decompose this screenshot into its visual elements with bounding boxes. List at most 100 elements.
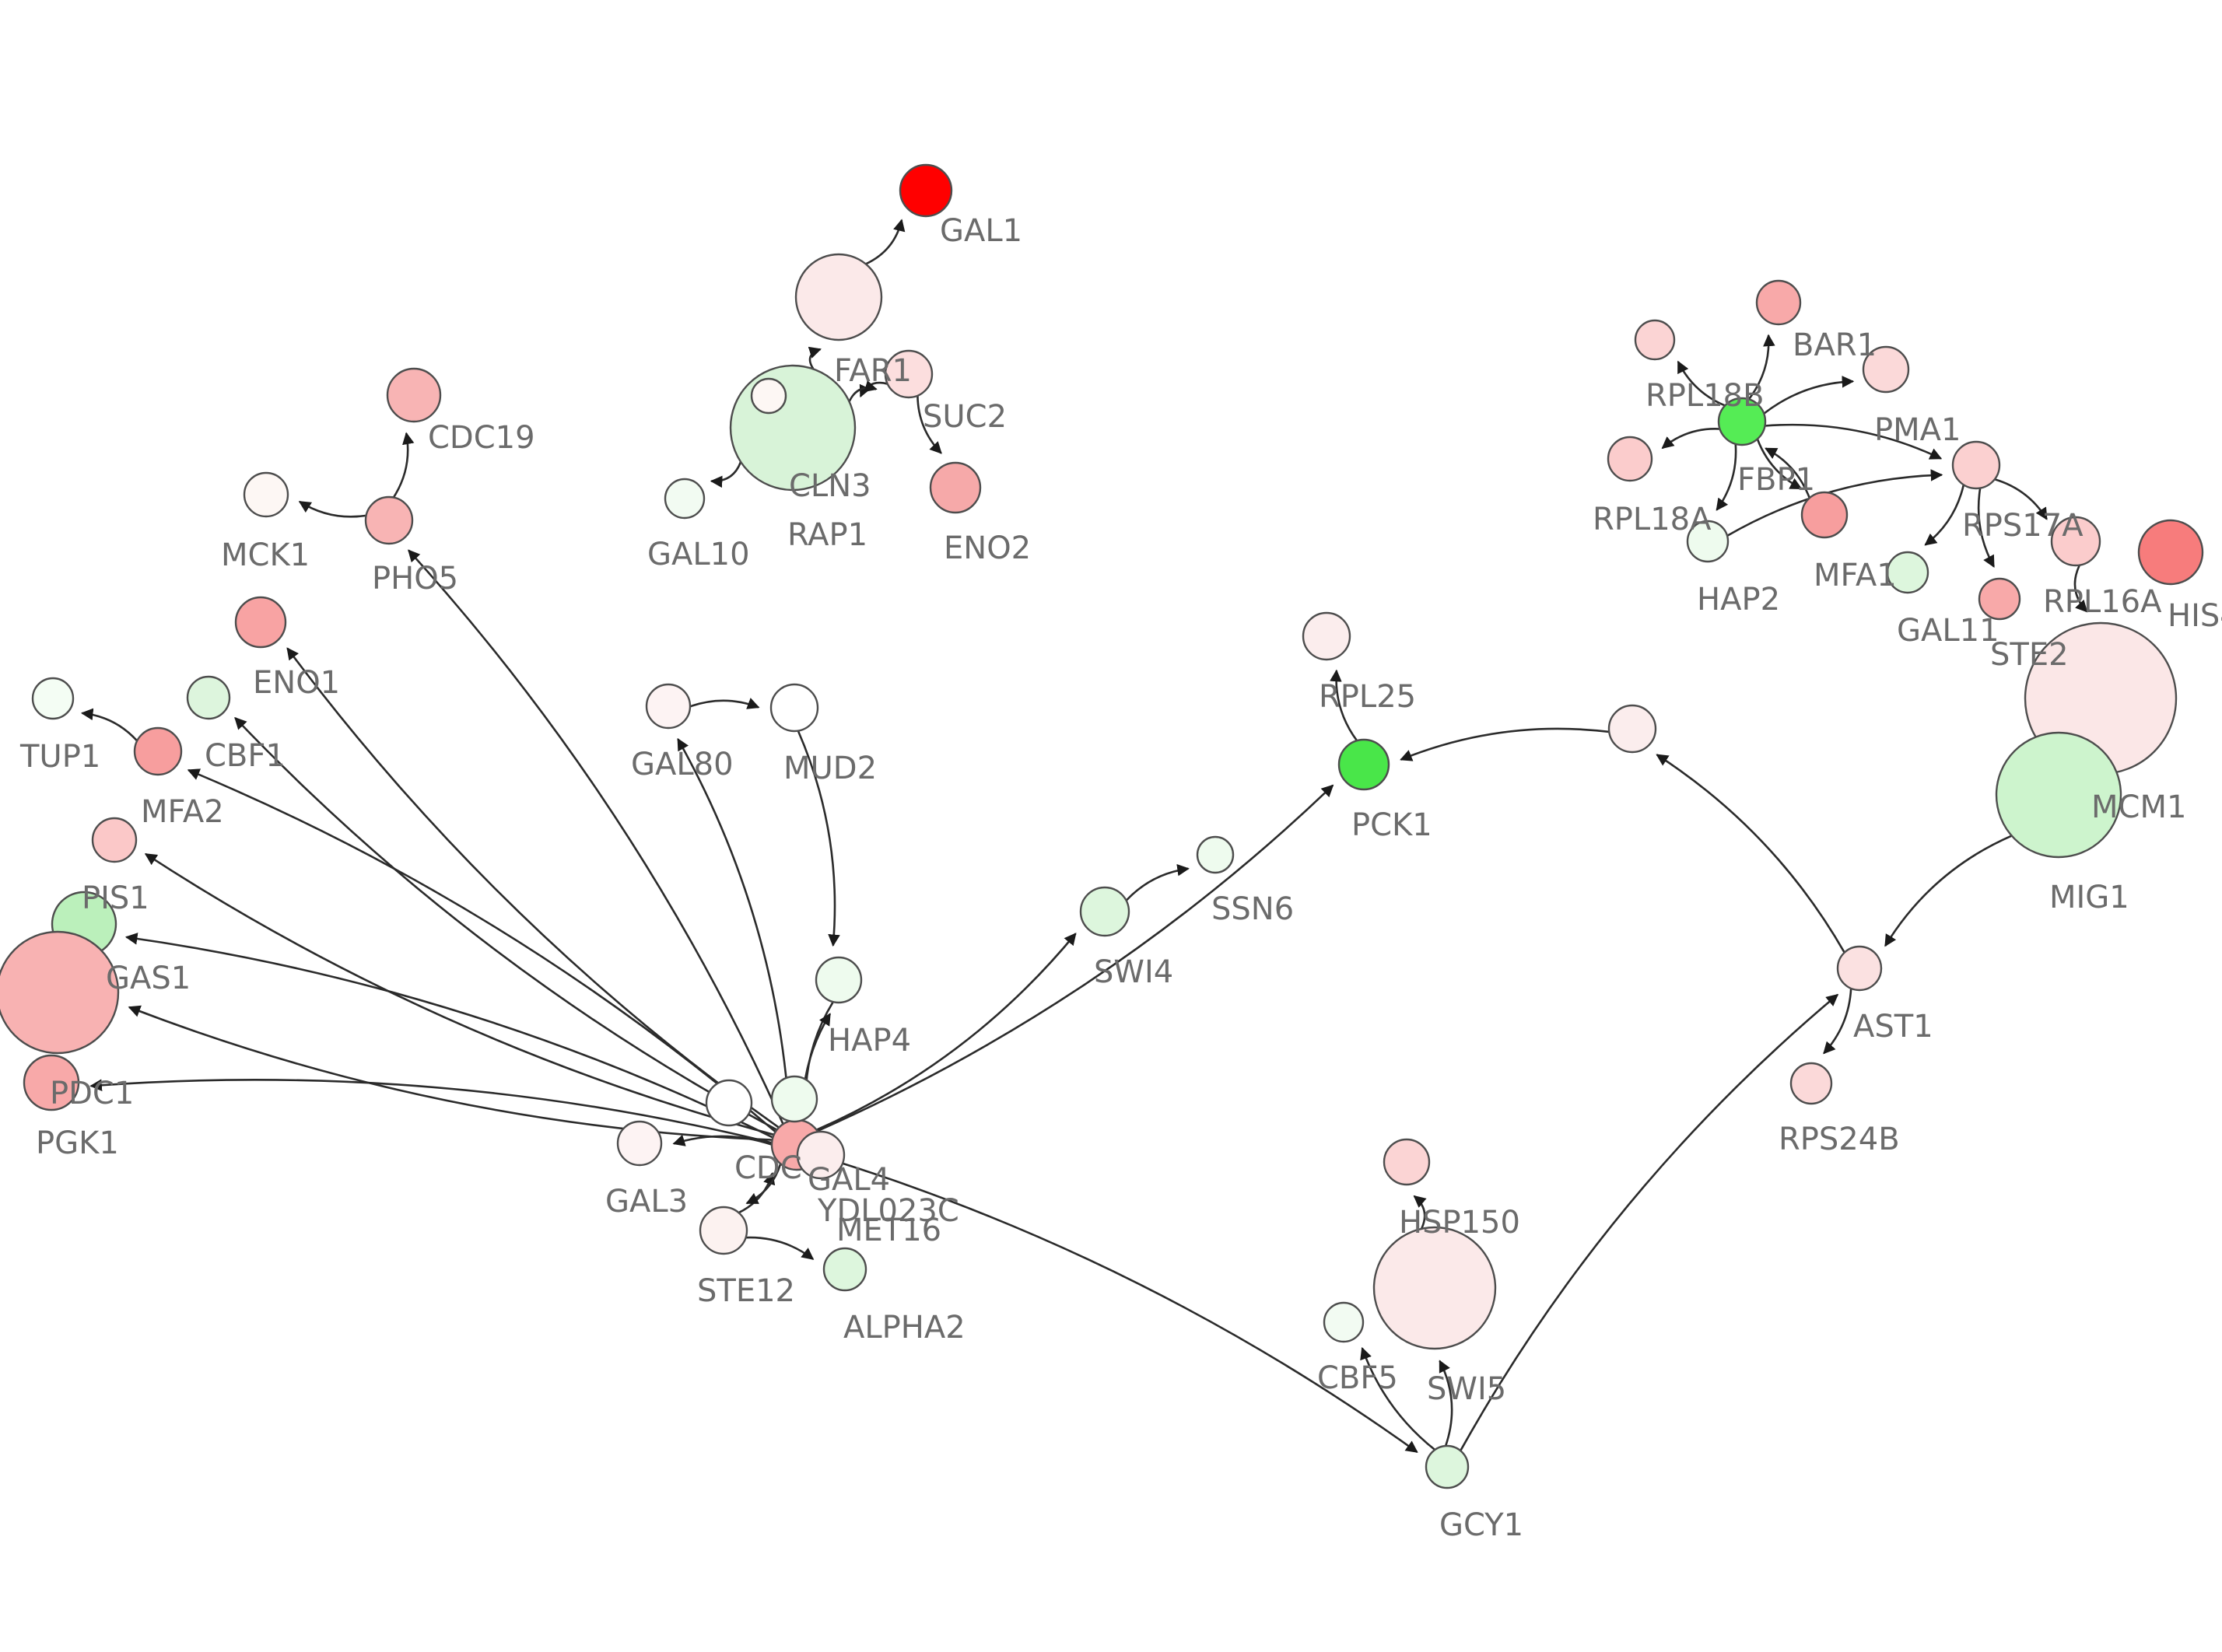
network-edge bbox=[916, 395, 942, 454]
network-node-ssn6[interactable] bbox=[1196, 835, 1235, 874]
network-node-rpl25[interactable] bbox=[1302, 611, 1351, 661]
network-node-ste12[interactable] bbox=[699, 1206, 748, 1255]
network-node-unlabeled[interactable] bbox=[1607, 704, 1657, 754]
network-node-rpl16a[interactable] bbox=[2050, 516, 2101, 567]
network-node-pis1[interactable] bbox=[91, 817, 138, 863]
network-edge bbox=[808, 346, 822, 370]
network-edge bbox=[1716, 443, 1737, 511]
network-edge bbox=[865, 219, 906, 265]
edge-layer bbox=[80, 219, 2088, 1453]
network-node-hap4[interactable] bbox=[815, 956, 863, 1004]
network-node-gal3[interactable] bbox=[616, 1120, 663, 1167]
network-node-pck1[interactable] bbox=[1337, 738, 1390, 791]
network-node-gal11[interactable] bbox=[1886, 551, 1929, 594]
network-node-cdc19[interactable] bbox=[386, 367, 442, 423]
network-node-gal10[interactable] bbox=[664, 478, 706, 520]
network-node-pdc1[interactable] bbox=[0, 930, 120, 1055]
network-node-mfa2[interactable] bbox=[133, 726, 183, 776]
network-edge bbox=[817, 784, 1334, 1132]
network-edge bbox=[745, 1163, 782, 1205]
network-node-gcy1[interactable] bbox=[1425, 1444, 1470, 1489]
network-node-swi5[interactable] bbox=[1372, 1226, 1497, 1350]
network-edge bbox=[1924, 485, 1965, 546]
network-edge bbox=[1994, 478, 2048, 520]
network-edge bbox=[1330, 669, 1358, 742]
network-edge bbox=[1726, 469, 1943, 537]
network-node-unlabeled[interactable] bbox=[770, 1075, 818, 1123]
network-edge bbox=[408, 549, 784, 1125]
network-node-fbp1[interactable] bbox=[1717, 397, 1767, 446]
network-edge bbox=[187, 768, 776, 1133]
network-edge bbox=[848, 380, 878, 402]
network-node-hap2[interactable] bbox=[1686, 520, 1730, 563]
network-node-gal80[interactable] bbox=[645, 683, 692, 730]
network-node-cbf5[interactable] bbox=[1323, 1301, 1365, 1343]
network-edge bbox=[1884, 835, 2013, 947]
network-node-tup1[interactable] bbox=[31, 677, 75, 720]
network-node-mfa1[interactable] bbox=[1800, 491, 1849, 539]
network-node-his4[interactable] bbox=[2137, 519, 2204, 586]
network-node-cbf1[interactable] bbox=[186, 675, 231, 720]
network-node-mck1[interactable] bbox=[243, 471, 289, 518]
network-edge bbox=[80, 708, 138, 742]
network-edge bbox=[234, 716, 778, 1131]
network-node-pgk1[interactable] bbox=[23, 1054, 80, 1111]
node-layer bbox=[0, 163, 2204, 1489]
network-edge bbox=[738, 1171, 776, 1214]
network-node-gal1[interactable] bbox=[899, 163, 953, 218]
network-node-swi4[interactable] bbox=[1079, 886, 1130, 937]
network-node-cln3[interactable] bbox=[729, 364, 857, 492]
network-node-ast1[interactable] bbox=[1836, 945, 1883, 992]
network-node-rps17a[interactable] bbox=[1951, 440, 2001, 490]
network-edge bbox=[1125, 863, 1190, 901]
network-edge bbox=[1439, 1360, 1453, 1447]
network-edge bbox=[1413, 1195, 1427, 1230]
network-edge bbox=[1460, 993, 1839, 1451]
network-node-ste2[interactable] bbox=[1978, 577, 2021, 621]
network-edge bbox=[128, 1005, 773, 1141]
network-node-unlabeled[interactable] bbox=[705, 1079, 753, 1127]
network-node-mud2[interactable] bbox=[769, 683, 819, 733]
network-node-far1[interactable] bbox=[794, 253, 883, 341]
network-node-pho5[interactable] bbox=[364, 495, 414, 545]
network-edge bbox=[797, 730, 840, 947]
network-edge bbox=[818, 1154, 1418, 1453]
network-edge bbox=[815, 933, 1077, 1131]
network-edge bbox=[1360, 1346, 1436, 1451]
network-edge bbox=[1661, 428, 1720, 450]
network-edge bbox=[745, 1236, 815, 1260]
network-node-rpl18b[interactable] bbox=[1634, 319, 1676, 361]
network-node-rpl18a[interactable] bbox=[1607, 436, 1653, 482]
network-edge bbox=[1656, 754, 1845, 954]
network-edge bbox=[1763, 376, 1855, 415]
network-edge bbox=[2073, 565, 2088, 613]
network-edge bbox=[1756, 439, 1803, 490]
network-node-pma1[interactable] bbox=[1862, 345, 1910, 394]
network-edge bbox=[144, 852, 775, 1136]
network-edge bbox=[1823, 988, 1852, 1055]
network-edge bbox=[1400, 727, 1610, 761]
network-edge bbox=[298, 500, 366, 518]
network-node-alpha2[interactable] bbox=[822, 1247, 867, 1292]
network-edge bbox=[1977, 488, 1995, 568]
network-node-bar1[interactable] bbox=[1755, 279, 1802, 326]
network-edge bbox=[677, 737, 791, 1122]
network-edge bbox=[1765, 423, 1943, 460]
network-node-unlabeled[interactable] bbox=[750, 377, 787, 415]
network-node-eno2[interactable] bbox=[929, 461, 982, 514]
network-node-rps24b[interactable] bbox=[1789, 1062, 1833, 1105]
network-edge bbox=[710, 461, 742, 488]
network-node-ydl023c[interactable] bbox=[796, 1130, 846, 1180]
network-node-mig1[interactable] bbox=[1995, 731, 2122, 859]
network-edge bbox=[1677, 360, 1726, 407]
network-edge bbox=[1747, 334, 1775, 401]
network-node-eno1[interactable] bbox=[234, 596, 287, 649]
network-node-suc2[interactable] bbox=[884, 349, 934, 399]
network-node-hsp150[interactable] bbox=[1383, 1138, 1431, 1186]
network-edge bbox=[392, 432, 415, 499]
network-edge bbox=[689, 698, 760, 709]
network-edge bbox=[124, 933, 774, 1139]
network-edge bbox=[1765, 447, 1811, 499]
